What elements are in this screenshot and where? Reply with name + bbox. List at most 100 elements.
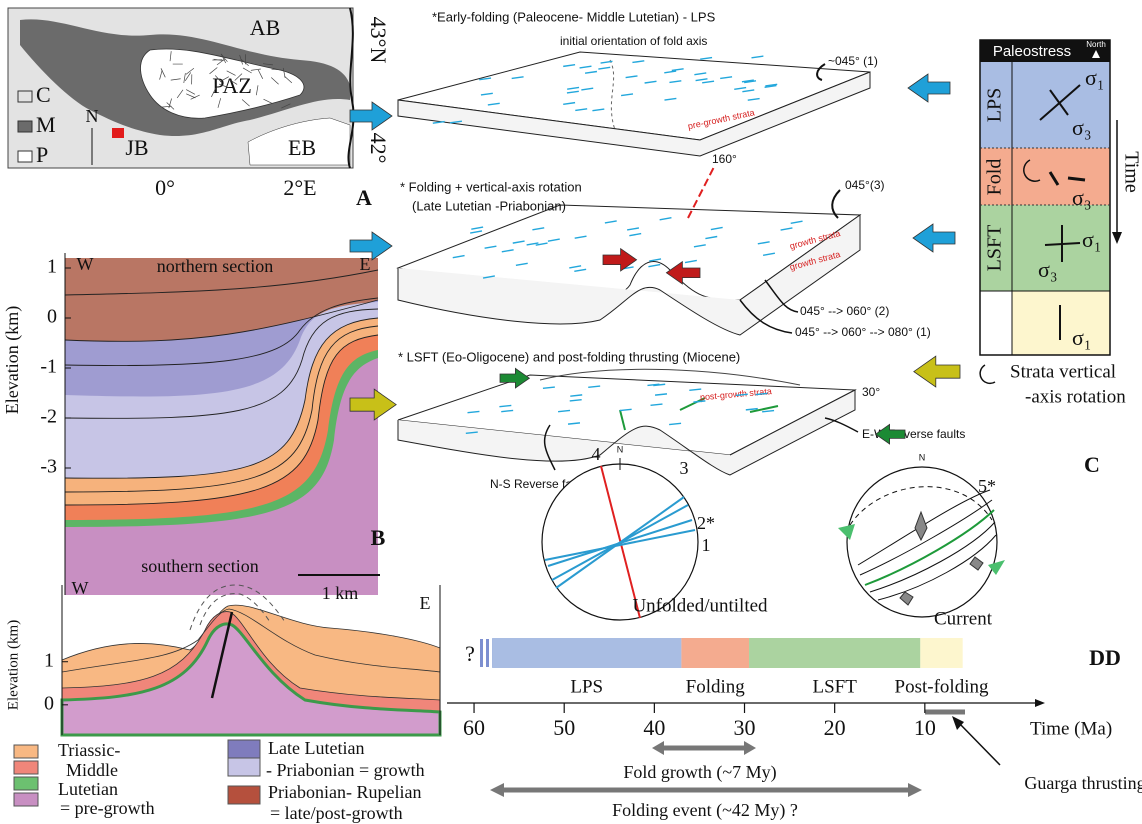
block-title: * Folding + vertical-axis rotation [400, 179, 582, 194]
map-symbol [161, 105, 172, 108]
block-note: 045°(3) [845, 178, 885, 192]
strata-mark [669, 422, 682, 426]
horizons [64, 269, 379, 506]
map-symbol [211, 87, 217, 98]
sigma1-arrow [988, 560, 1005, 575]
strata-mark [574, 235, 587, 239]
north-label: N [86, 106, 99, 126]
strata-mark [620, 93, 634, 97]
stereonet [846, 466, 998, 618]
legend-swatch [227, 785, 261, 805]
map-symbol [242, 67, 252, 74]
strata-mark [452, 254, 465, 259]
strata-mark [501, 249, 514, 253]
strata-mark [467, 410, 480, 414]
block-diagrams: *Early-folding (Paleocene- Middle Luteti… [349, 9, 965, 491]
legend-label: Triassic- [58, 740, 120, 760]
map-symbol [257, 69, 264, 79]
fault-mark [679, 397, 706, 411]
rotation-symbol [979, 364, 996, 385]
stress-axis [1048, 171, 1060, 186]
thrust-trace [539, 368, 801, 386]
lon-label: 0° [155, 175, 175, 200]
sigma1-arrow [838, 524, 855, 540]
strata-mark [669, 80, 682, 84]
map-symbol [160, 68, 166, 78]
block-note: 045° --> 060° (2) [800, 304, 889, 318]
strata-mark [558, 409, 571, 413]
ebro-basin [247, 117, 351, 166]
map-symbol [271, 68, 282, 71]
row-label: Fold [984, 159, 1006, 196]
block-note: initial orientation of fold axis [560, 34, 707, 48]
strata-mark [734, 86, 747, 90]
fault-mark [619, 409, 626, 431]
map-symbol [240, 58, 249, 66]
strata-mark [598, 66, 611, 70]
legend: Triassic- Middle Lutetian = pre-growth L… [13, 738, 425, 823]
block-note: 045° --> 060° --> 080° (1) [795, 325, 931, 339]
x-tick-label: 40 [643, 715, 665, 740]
strata-mark [566, 90, 579, 94]
block-side [397, 71, 871, 157]
map-symbol [263, 98, 273, 104]
x-axis-arrowhead [1035, 699, 1045, 707]
map-symbol [228, 78, 238, 85]
strata-mark [499, 404, 512, 408]
strata-mark [741, 79, 754, 83]
map-symbol [170, 78, 181, 81]
coastline [347, 7, 355, 169]
y-axis-label: Elevation (km) [2, 306, 23, 414]
column-header [980, 40, 1110, 62]
rotation-symbol [1023, 159, 1041, 182]
strata-mark [632, 60, 645, 64]
map-symbol [185, 67, 195, 75]
stress-arrow [349, 388, 397, 421]
map-symbol [214, 75, 223, 84]
stress-arrow [874, 423, 906, 445]
period-bar [749, 638, 921, 668]
map-symbol [218, 83, 229, 88]
row-label: LPS [984, 88, 1006, 122]
leader [764, 279, 799, 313]
stress-axis [1067, 176, 1086, 182]
strata-mark [649, 258, 662, 262]
legend-swatch [13, 744, 39, 759]
legend-swatch [13, 760, 39, 775]
stress-arrow [912, 223, 956, 253]
strata-mark [487, 102, 500, 106]
x-tick-label: 10 [914, 715, 936, 740]
strata-mark [625, 75, 638, 79]
legend-label: Priabonian- Rupelian [268, 782, 421, 802]
region-label: PAZ [212, 73, 252, 98]
strata-mark [574, 268, 587, 273]
y-axis-label: Elevation (km) [5, 620, 21, 710]
panel-label: B [371, 525, 386, 550]
x-tick-label: 30 [734, 715, 756, 740]
strata-mark [532, 227, 545, 231]
map-symbol [209, 67, 218, 75]
north-section: W E northern section Elevation (km) B [2, 253, 386, 595]
block-title: * LSFT (Eo-Oligocene) and post-folding t… [398, 349, 740, 364]
block-note: ~045° (1) [828, 54, 878, 68]
block-note: 160° [712, 152, 737, 166]
map-symbol [169, 51, 172, 62]
period-bar [492, 638, 682, 668]
strata-mark [664, 97, 677, 101]
x-tick-label: 60 [463, 715, 485, 740]
map-symbol [216, 58, 226, 66]
strata-mark [693, 400, 706, 403]
stress-arrow [499, 367, 531, 389]
map-symbol [281, 103, 291, 109]
legend-label: M [36, 112, 56, 137]
strata-mark [762, 409, 775, 413]
legend-label: C [36, 82, 51, 107]
y-tick-label: 0 [44, 692, 54, 714]
strata-mark [684, 259, 697, 264]
east-label: E [420, 593, 431, 613]
fault-circle [857, 489, 991, 566]
map-symbol [185, 89, 196, 95]
region-label: EB [288, 135, 316, 160]
stress-axis [1044, 242, 1081, 246]
